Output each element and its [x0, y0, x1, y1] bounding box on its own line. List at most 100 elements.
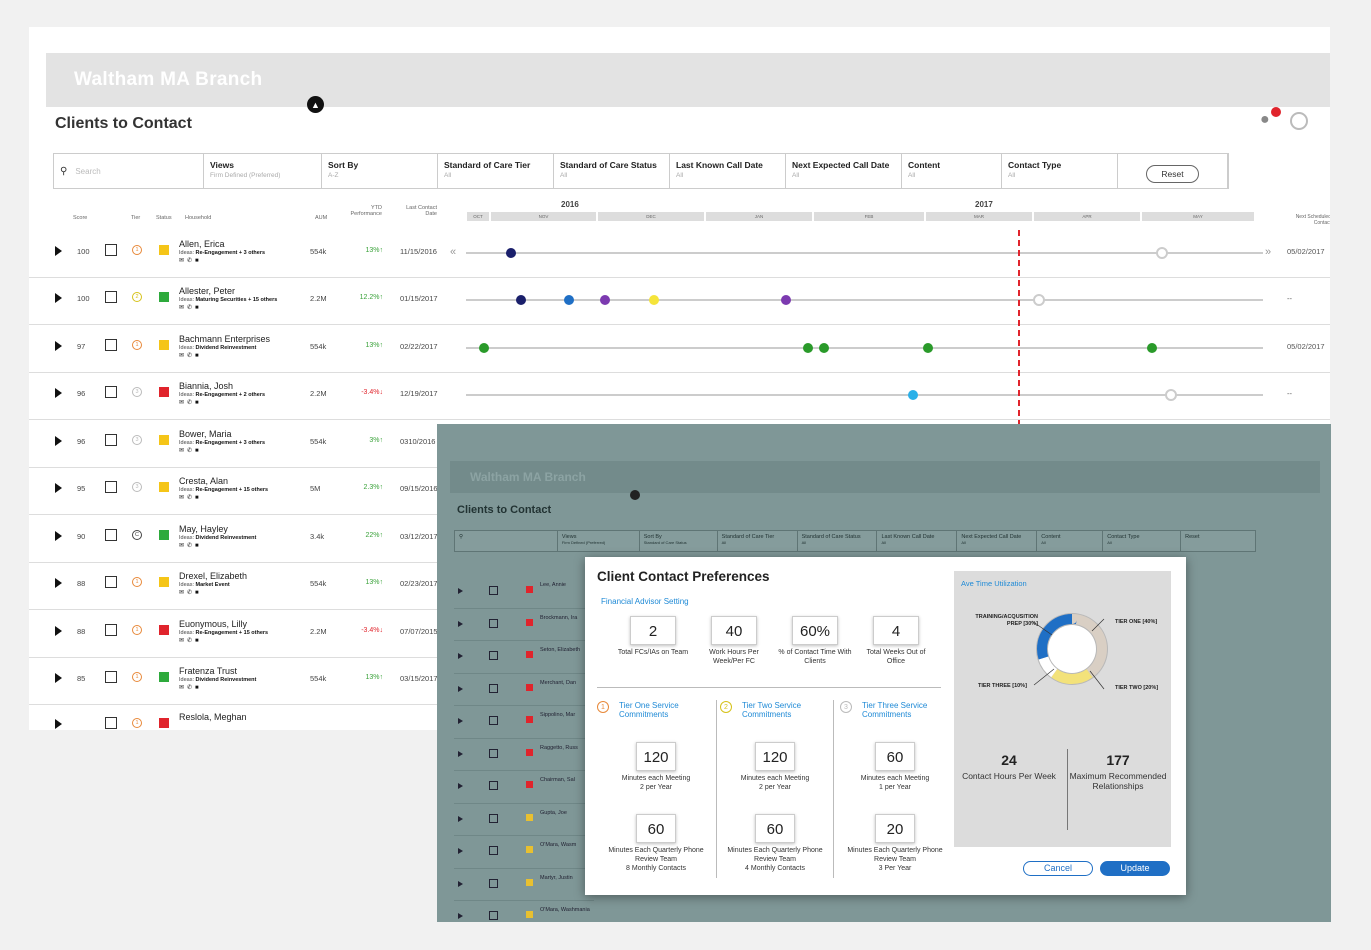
contact-event-dot[interactable]	[516, 295, 526, 305]
filter-care-tier[interactable]: Standard of Care Tier All	[438, 154, 554, 188]
row-checkbox[interactable]	[105, 529, 117, 541]
contact-icons[interactable]: ✉✆■	[179, 305, 202, 311]
contact-icons[interactable]: ✉✆■	[179, 685, 202, 691]
household-name[interactable]: Biannia, Josh	[179, 381, 234, 391]
contact-icons[interactable]: ✉✆■	[179, 590, 202, 596]
meeting-minutes-input[interactable]: 120	[755, 742, 795, 771]
collapse-toggle-icon[interactable]: ▲	[307, 96, 324, 113]
table-row[interactable]: 100 2 Allester, Peter Ideas: Maturing Secur…	[29, 277, 1330, 325]
row-checkbox[interactable]	[105, 291, 117, 303]
contact-event-dot[interactable]	[923, 343, 933, 353]
household-name[interactable]: Bower, Maria	[179, 429, 232, 439]
household-name[interactable]: Reslola, Meghan	[179, 712, 247, 722]
household-name[interactable]: May, Hayley	[179, 524, 228, 534]
contact-icons[interactable]: ✉✆■	[179, 353, 202, 359]
tier-badge: 3	[132, 482, 142, 492]
expand-row-icon[interactable]	[55, 436, 62, 446]
contact-event-dot[interactable]	[600, 295, 610, 305]
update-button[interactable]: Update	[1100, 861, 1170, 876]
status-indicator	[159, 625, 169, 635]
contact-event-dot[interactable]	[819, 343, 829, 353]
phone-minutes-input[interactable]: 60	[755, 814, 795, 843]
row-checkbox[interactable]	[105, 339, 117, 351]
meeting-minutes-input[interactable]: 60	[875, 742, 915, 771]
expand-row-icon[interactable]	[55, 719, 62, 729]
timeline-next-icon[interactable]: »	[1265, 246, 1272, 258]
status-indicator	[159, 340, 169, 350]
filter-views[interactable]: Views Firm Defined (Preferred)	[204, 154, 322, 188]
contact-icons[interactable]: ✉✆■	[179, 543, 202, 549]
row-checkbox[interactable]	[105, 624, 117, 636]
overlay-table-row: Merchant, Dan	[454, 674, 594, 706]
stat-value-input[interactable]: 2	[630, 616, 676, 645]
expand-row-icon[interactable]	[55, 293, 62, 303]
expand-row-icon[interactable]	[55, 483, 62, 493]
fa-setting-heading: Financial Advisor Setting	[601, 597, 689, 606]
stat-value-input[interactable]: 4	[873, 616, 919, 645]
household-name[interactable]: Cresta, Alan	[179, 476, 229, 486]
meeting-minutes-input[interactable]: 120	[636, 742, 676, 771]
reset-button[interactable]: Reset	[1146, 165, 1199, 183]
expand-row-icon[interactable]	[55, 341, 62, 351]
household-name[interactable]: Allen, Erica	[179, 239, 225, 249]
phone-minutes-input[interactable]: 20	[875, 814, 915, 843]
phone-label: Minutes Each Quarterly Phone Review Team	[727, 847, 823, 863]
timeline-prev-icon[interactable]: «	[450, 246, 457, 258]
contact-icons[interactable]: ✉✆■	[179, 258, 202, 264]
contact-icons[interactable]: ✉✆■	[179, 400, 202, 406]
phone-minutes-input[interactable]: 60	[636, 814, 676, 843]
contact-icons[interactable]: ✉✆■	[179, 448, 202, 454]
household-name[interactable]: Drexel, Elizabeth	[179, 571, 248, 581]
contact-event-dot[interactable]	[1147, 343, 1157, 353]
expand-row-icon[interactable]	[55, 246, 62, 256]
contact-event-dot[interactable]	[649, 295, 659, 305]
expand-row-icon[interactable]	[55, 388, 62, 398]
clock-icon[interactable]	[1290, 112, 1308, 130]
household-name[interactable]: Euonymous, Lilly	[179, 619, 248, 629]
contact-event-dot[interactable]	[781, 295, 791, 305]
expand-row-icon[interactable]	[55, 531, 62, 541]
tier-badge: 1	[132, 625, 142, 635]
table-row[interactable]: 96 3 Biannia, Josh Ideas: Re-Engagement + 2…	[29, 372, 1330, 420]
household-name[interactable]: Allester, Peter	[179, 286, 236, 296]
scheduled-contact-marker[interactable]	[1033, 294, 1045, 306]
filter-content[interactable]: Content All	[902, 154, 1002, 188]
row-checkbox[interactable]	[105, 481, 117, 493]
row-checkbox[interactable]	[105, 434, 117, 446]
contact-icons[interactable]: ✉✆■	[179, 638, 202, 644]
table-row[interactable]: 100 1 Allen, Erica Ideas: Re-Engagement + 3…	[29, 230, 1330, 278]
household-name[interactable]: Bachmann Enterprises	[179, 334, 271, 344]
contact-event-dot[interactable]	[479, 343, 489, 353]
filter-next-call[interactable]: Next Expected Call Date All	[786, 154, 902, 188]
filter-last-call[interactable]: Last Known Call Date All	[670, 154, 786, 188]
scheduled-contact-marker[interactable]	[1156, 247, 1168, 259]
contact-event-dot[interactable]	[908, 390, 918, 400]
filter-care-status[interactable]: Standard of Care Status All	[554, 154, 670, 188]
overlay-filter: Contact Type All	[1103, 531, 1182, 551]
cancel-button[interactable]: Cancel	[1023, 861, 1093, 876]
row-checkbox[interactable]	[105, 244, 117, 256]
search-input[interactable]: ⚲ Search	[54, 154, 204, 188]
phone-frequency: 4 Monthly Contacts	[745, 865, 805, 872]
lightbulb-notification-icon[interactable]: ●	[1260, 107, 1281, 131]
filter-contact-type[interactable]: Contact Type All	[1002, 154, 1118, 188]
expand-row-icon[interactable]	[55, 673, 62, 683]
contact-icons[interactable]: ✉✆■	[179, 495, 202, 501]
row-checkbox[interactable]	[105, 671, 117, 683]
contact-event-dot[interactable]	[803, 343, 813, 353]
contact-event-dot[interactable]	[564, 295, 574, 305]
expand-row-icon[interactable]	[55, 626, 62, 636]
table-row[interactable]: 97 1 Bachmann Enterprises Ideas: Dividend R…	[29, 325, 1330, 373]
contact-event-dot[interactable]	[506, 248, 516, 258]
row-checkbox[interactable]	[105, 386, 117, 398]
expand-row-icon[interactable]	[55, 578, 62, 588]
stat-value-input[interactable]: 60%	[792, 616, 838, 645]
row-checkbox[interactable]	[105, 717, 117, 729]
filter-sort-by[interactable]: Sort By A-Z	[322, 154, 438, 188]
scheduled-contact-marker[interactable]	[1165, 389, 1177, 401]
household-name[interactable]: Fratenza Trust	[179, 666, 238, 676]
row-checkbox[interactable]	[105, 576, 117, 588]
table-row[interactable]: 1 Reslola, Meghan	[29, 703, 1330, 730]
donut-label-training: TRAINING/ACQUSITION PREP [30%]	[975, 614, 1038, 627]
stat-value-input[interactable]: 40	[711, 616, 757, 645]
